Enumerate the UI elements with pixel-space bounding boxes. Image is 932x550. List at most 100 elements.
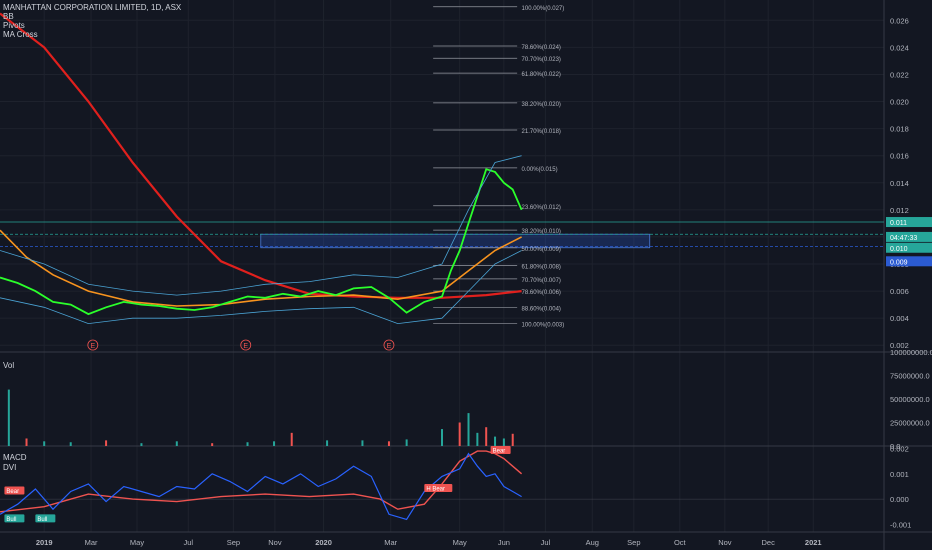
price-tag-bg	[886, 242, 932, 253]
earnings-marker-circle	[87, 339, 99, 351]
y-tick-label: 0.014	[890, 179, 909, 188]
earnings-marker-label: E	[90, 343, 95, 350]
y-tick-label: 0.020	[890, 98, 909, 107]
price-tag-bg	[886, 217, 932, 228]
indicator-bb[interactable]: BB	[3, 12, 14, 21]
volume-bar	[502, 438, 505, 446]
volume-bar	[361, 440, 364, 446]
fib-level-label: 100.00%(0.027)	[522, 6, 565, 12]
price-pane[interactable]: 100.00%(0.027) 78.60%(0.024) 70.70%(0.023)…	[0, 6, 884, 351]
x-tick-label: Sep	[227, 538, 240, 547]
volume-bar	[467, 413, 470, 446]
fib-level-label: 61.80%(0.008)	[522, 264, 561, 270]
chart-title: MANHATTAN CORPORATION LIMITED, 1D, ASX	[3, 3, 182, 12]
price-tag-label: 0.010	[890, 246, 908, 253]
earnings-marker-label: E	[387, 343, 392, 350]
macd-pane[interactable]: Bear Bull Bull H Bear Bear	[0, 446, 884, 523]
fib-level-label: 38.20%(0.020)	[522, 102, 561, 108]
earnings-marker[interactable]: E	[87, 339, 99, 351]
fib-level-label: 23.60%(0.012)	[522, 205, 561, 211]
time-scale[interactable]: 2019 Mar May Jul Sep Nov 2020 Mar May Jun Jul Aug Se…	[36, 538, 822, 547]
x-tick-label: Nov	[718, 538, 732, 547]
macd-signal-tag: Bear	[4, 486, 25, 495]
grid-lines	[0, 0, 884, 532]
volume-bar	[458, 422, 461, 446]
fib-level-label: 88.60%(0.004)	[522, 306, 561, 312]
volume-bar	[25, 438, 28, 446]
y-tick-label: 0.002	[890, 341, 909, 350]
x-tick-label: Aug	[586, 538, 599, 547]
fib-level-label: 100.00%(0.003)	[522, 323, 565, 329]
series-bb-upper	[0, 155, 522, 296]
volume-bar	[405, 439, 408, 446]
fib-level-label: 50.00%(0.009)	[522, 247, 561, 253]
y-tick-label: -0.001	[890, 520, 911, 529]
x-tick-label: Jul	[183, 538, 193, 547]
price-tag-label: 04:47:33	[890, 235, 917, 242]
volume-bar	[387, 441, 390, 446]
x-tick-label: Nov	[268, 538, 282, 547]
x-tick-label: May	[130, 538, 144, 547]
price-scale[interactable]: 0.026 0.024 0.022 0.020 0.018 0.016 0.014 0.012…	[890, 16, 932, 529]
price-series	[0, 12, 523, 325]
y-tick-label: 0.024	[890, 43, 909, 52]
macd-signal-tag: H Bear	[424, 484, 453, 493]
y-tick-label: 0.018	[890, 125, 909, 134]
volume-bar	[140, 443, 143, 446]
macd-signal-tag-label: H Bear	[426, 487, 445, 493]
x-tick-label: 2019	[36, 538, 53, 547]
y-tick-label: 50000000.0	[890, 395, 930, 404]
series-macd	[0, 450, 523, 513]
x-tick-label: Mar	[384, 538, 397, 547]
x-tick-label: 2020	[315, 538, 332, 547]
macd-signal-tag: Bull	[35, 514, 56, 523]
macd-label: MACD	[3, 453, 27, 462]
volume-bar	[69, 442, 72, 446]
price-tag-bg	[886, 256, 932, 267]
earnings-marker-circle	[240, 339, 252, 351]
volume-bar	[485, 427, 488, 446]
fibonacci-levels: 100.00%(0.027) 78.60%(0.024) 70.70%(0.023)…	[433, 6, 564, 329]
y-tick-label: 0.000	[890, 495, 909, 504]
macd-signal-tag-bg	[424, 484, 453, 492]
y-tick-label: 0.016	[890, 152, 909, 161]
fib-level-label: 78.60%(0.024)	[522, 45, 561, 51]
volume-bar	[290, 432, 293, 446]
volume-bar	[511, 433, 514, 446]
indicator-pivots[interactable]: Pivots	[3, 21, 25, 30]
fib-level-label: 70.70%(0.007)	[522, 278, 561, 284]
macd-signal-tag-label: Bear	[493, 449, 506, 455]
x-tick-label: 2021	[805, 538, 822, 547]
volume-bar	[105, 440, 108, 446]
earnings-marker[interactable]: E	[383, 339, 395, 351]
volume-bar	[175, 441, 178, 446]
fib-level-label: 38.20%(0.010)	[522, 229, 561, 235]
earnings-marker[interactable]: E	[240, 339, 252, 351]
earnings-marker-label: E	[243, 343, 248, 350]
fib-level-label: 70.70%(0.023)	[522, 57, 561, 63]
macd-signal-tag-label: Bull	[37, 517, 47, 523]
x-tick-label: Dec	[762, 538, 776, 547]
y-tick-label: 0.002	[890, 445, 909, 454]
series-ma-slow	[0, 12, 522, 299]
x-tick-label: Mar	[85, 538, 98, 547]
volume-pane[interactable]	[7, 389, 514, 446]
indicator-ma-cross[interactable]: MA Cross	[3, 30, 38, 39]
volume-bar	[441, 429, 443, 446]
macd-signal-tag-bg	[35, 514, 56, 523]
y-tick-label: 0.001	[890, 470, 909, 479]
price-tag-label: 0.009	[890, 259, 908, 266]
volume-bar	[326, 440, 329, 446]
fib-level-label: 61.80%(0.022)	[522, 72, 561, 78]
y-tick-label: 0.004	[890, 314, 909, 323]
y-tick-label: 0.006	[890, 287, 909, 296]
y-tick-label: 0.022	[890, 70, 909, 79]
volume-bar	[273, 441, 276, 446]
volume-bar	[494, 436, 497, 446]
y-tick-label: 0.0	[890, 442, 900, 451]
series-bb-lower	[0, 250, 522, 325]
series-dvi	[0, 452, 522, 521]
